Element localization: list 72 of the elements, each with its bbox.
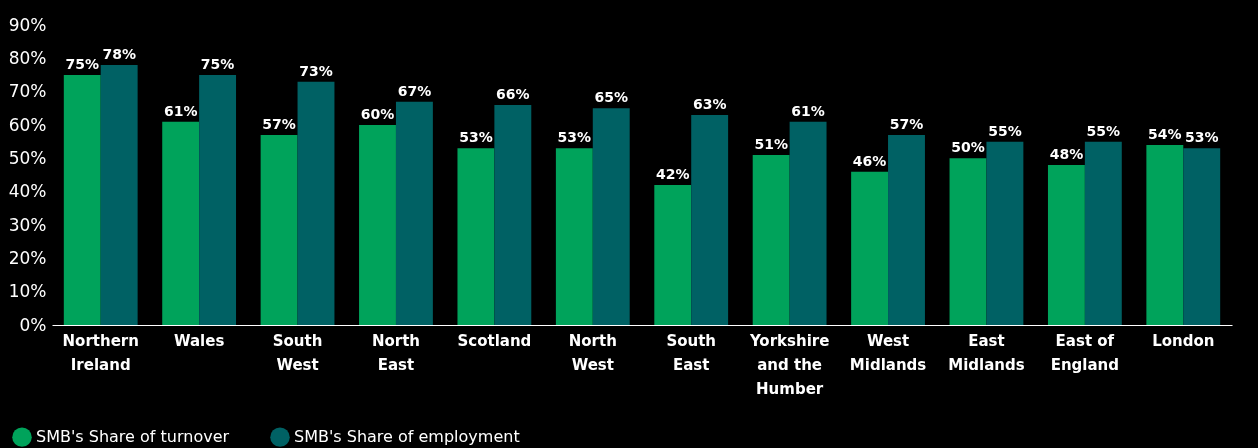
x-tick-label: Northern Ireland <box>62 331 139 374</box>
y-tick-label: 30% <box>8 214 47 235</box>
bar <box>888 135 925 325</box>
data-label: 57% <box>889 116 924 132</box>
bar <box>1183 148 1221 325</box>
data-label: 50% <box>951 139 985 156</box>
bar <box>260 135 298 325</box>
data-label: 67% <box>397 82 432 99</box>
x-tick-label: Scotland <box>457 331 532 350</box>
data-label: 61% <box>163 102 198 119</box>
y-tick-label: 90% <box>8 14 47 35</box>
bar <box>162 121 200 325</box>
data-label: 42% <box>656 166 690 182</box>
data-label: 53% <box>1184 129 1219 146</box>
data-label: 53% <box>557 129 592 146</box>
data-label: 75% <box>65 56 100 72</box>
data-label: 55% <box>988 122 1022 139</box>
bar <box>395 101 433 325</box>
data-label: 48% <box>1049 146 1084 162</box>
x-tick-label: Yorkshire and the Humber <box>748 331 830 398</box>
data-label: 63% <box>692 96 727 112</box>
bar <box>1146 145 1184 325</box>
data-label: 73% <box>299 62 333 79</box>
y-tick-label: 10% <box>8 281 47 302</box>
data-label: 66% <box>496 86 530 102</box>
x-tick-label: East Midlands <box>948 331 1025 374</box>
bar <box>457 148 495 325</box>
legend-label: SMB's Share of employment <box>294 427 520 447</box>
bar <box>199 75 237 325</box>
x-tick-label: London <box>1152 331 1215 350</box>
y-tick-label: 70% <box>8 81 47 102</box>
data-label: 55% <box>1086 122 1121 139</box>
y-tick-label: 80% <box>8 47 47 68</box>
data-label: 75% <box>200 56 235 72</box>
y-tick-label: 20% <box>8 247 47 268</box>
bar <box>752 155 790 325</box>
bar <box>100 65 138 325</box>
x-tick-label: North West <box>568 331 617 374</box>
legend-label: SMB's Share of turnover <box>36 427 230 447</box>
y-tick-label: 40% <box>8 181 47 202</box>
x-tick-label: West Midlands <box>849 331 927 374</box>
y-tick-label: 0% <box>19 314 47 335</box>
x-tick-label: East of England <box>1050 331 1120 374</box>
bar <box>63 75 101 325</box>
data-label: 78% <box>102 46 136 62</box>
x-tick-label: North East <box>371 331 421 374</box>
data-label: 46% <box>852 152 887 169</box>
data-label: 61% <box>791 102 825 119</box>
bar <box>986 141 1024 325</box>
bar <box>494 105 532 325</box>
data-label: 65% <box>594 89 628 106</box>
bar <box>789 121 827 325</box>
data-label: 54% <box>1148 126 1182 142</box>
data-label: 60% <box>360 106 395 122</box>
data-label: 57% <box>262 116 296 132</box>
bar <box>555 148 593 325</box>
x-tick-label: Wales <box>173 331 225 350</box>
bar <box>691 115 729 325</box>
bar <box>1047 165 1085 325</box>
data-label: 53% <box>459 129 493 146</box>
bar <box>297 81 335 325</box>
bar <box>359 125 396 325</box>
x-tick-label: South East <box>666 331 717 374</box>
y-tick-label: 60% <box>8 114 47 135</box>
bar <box>654 185 692 325</box>
x-tick-label: South West <box>272 331 323 374</box>
bar <box>1084 141 1122 325</box>
y-tick-label: 50% <box>8 147 47 168</box>
bar <box>851 171 889 325</box>
bar <box>949 158 987 325</box>
bar <box>592 108 630 325</box>
data-label: 51% <box>754 136 788 152</box>
